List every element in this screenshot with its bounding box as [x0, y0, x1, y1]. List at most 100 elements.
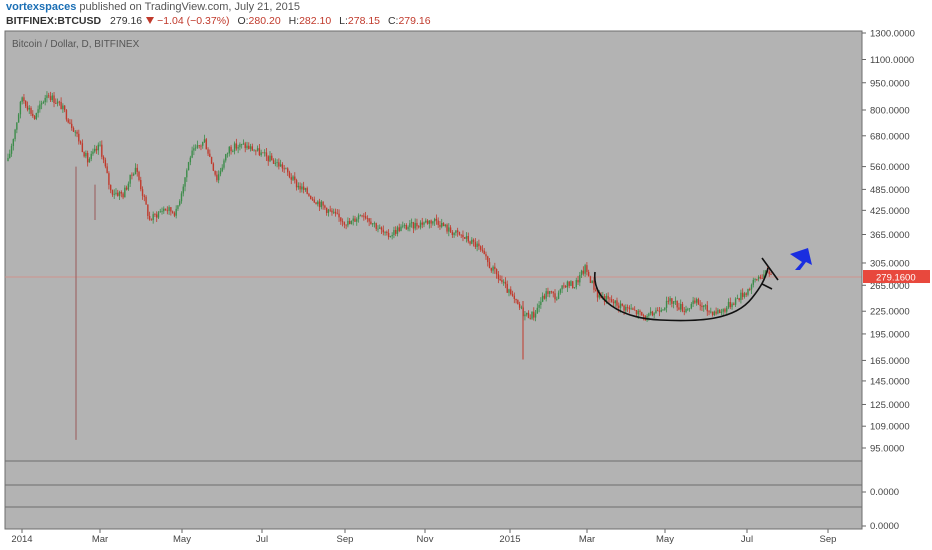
candle-body — [196, 145, 199, 148]
candle-body — [699, 304, 701, 306]
candle-body — [357, 215, 360, 220]
candle-body — [359, 215, 361, 217]
candle-body — [281, 164, 284, 169]
time-axis[interactable]: 2014 Mar May Jul Sep Nov 2015 Mar May Jul Sep — [5, 528, 862, 545]
candle-body — [444, 224, 446, 227]
candle-body — [628, 307, 631, 310]
candle-body — [669, 298, 671, 302]
candle-body — [621, 303, 623, 306]
candle-body — [731, 303, 733, 308]
cup-drawing — [594, 267, 769, 322]
candle-body — [667, 300, 670, 302]
candle-body — [768, 271, 770, 275]
candle-body — [111, 190, 114, 195]
candle-body — [180, 193, 183, 202]
candle-body — [240, 144, 243, 145]
price-tick-label: 305.0000 — [870, 258, 910, 269]
candle-body — [502, 281, 505, 283]
candle-body — [249, 146, 252, 149]
candle-body — [377, 228, 379, 230]
candle-body — [612, 301, 615, 304]
candle-body — [113, 193, 115, 195]
candle-body — [761, 278, 763, 279]
down-triangle-icon — [146, 17, 155, 24]
candle-body — [173, 212, 176, 216]
candle-body — [256, 148, 259, 151]
candle-body — [580, 270, 583, 276]
candle-body — [618, 305, 620, 308]
candle-body — [674, 300, 677, 302]
time-tick-label: 2014 — [11, 534, 32, 545]
candle-body — [299, 185, 301, 190]
candle-body — [150, 219, 153, 221]
last-price-tag — [863, 270, 930, 284]
candle-body — [118, 191, 121, 196]
candle-body — [278, 162, 280, 167]
candle-body — [481, 249, 484, 251]
candle-body — [711, 311, 714, 316]
candle-body — [108, 173, 110, 185]
candle-body — [648, 313, 650, 316]
candle-body — [35, 113, 38, 120]
indicator-pane — [4, 460, 863, 486]
candle-body — [743, 293, 746, 297]
candle-body — [320, 201, 323, 208]
candle-body — [338, 213, 340, 218]
candle-body — [131, 174, 133, 176]
candle-body — [154, 214, 156, 215]
candle-body — [557, 292, 560, 299]
candle-body — [513, 295, 516, 299]
candle-body — [437, 220, 439, 225]
symbol-label[interactable]: BITFINEX:BTCUSD — [6, 15, 102, 27]
candle-body — [508, 289, 510, 293]
candle-body — [216, 174, 218, 181]
candle-body — [182, 186, 184, 194]
candle-body — [658, 310, 661, 312]
candle-body — [184, 177, 186, 187]
candle-body — [202, 142, 204, 146]
candle-body — [687, 308, 689, 310]
candle-body — [433, 218, 436, 222]
high-value: 282.10 — [299, 15, 332, 27]
candle-body — [288, 172, 291, 178]
price-axis[interactable]: 0.0000 0.0000 1300.0000 1100.0000 950.0000 80… — [861, 29, 930, 533]
candle-body — [97, 144, 99, 151]
time-tick-label: May — [173, 534, 191, 545]
candle-body — [672, 301, 675, 304]
change-value: −1.04 (−0.37%) — [157, 15, 230, 27]
up-arrow-icon — [790, 248, 812, 270]
candle-body — [678, 307, 680, 310]
candle-body — [414, 222, 416, 229]
candle-body — [379, 227, 381, 229]
candle-body — [193, 148, 195, 151]
candle-body — [384, 231, 386, 233]
candle-body — [168, 207, 170, 211]
candle-body — [28, 107, 30, 110]
candle-body — [435, 218, 438, 221]
candle-body — [161, 211, 163, 212]
candle-body — [177, 205, 179, 209]
low-label: L: — [339, 15, 348, 27]
candle-body — [104, 159, 107, 167]
candle-body — [341, 221, 344, 223]
candle-body — [315, 202, 317, 205]
candle-body — [715, 311, 717, 314]
candle-body — [134, 167, 137, 175]
candle-body — [246, 145, 248, 149]
candle-body — [701, 305, 703, 308]
candle-body — [147, 204, 149, 217]
candle-body — [418, 226, 420, 228]
candle-body — [71, 123, 73, 129]
candle-body — [109, 184, 112, 191]
author-link[interactable]: vortexspaces — [6, 1, 77, 13]
candle-body — [95, 148, 98, 151]
candle-body — [681, 303, 684, 312]
candle-body — [573, 287, 576, 289]
candle-body — [747, 289, 749, 295]
time-tick-label: Mar — [92, 534, 108, 545]
candle-body — [32, 113, 34, 116]
candle-body — [745, 293, 747, 295]
candle-body — [579, 275, 581, 283]
candle-body — [549, 291, 551, 294]
